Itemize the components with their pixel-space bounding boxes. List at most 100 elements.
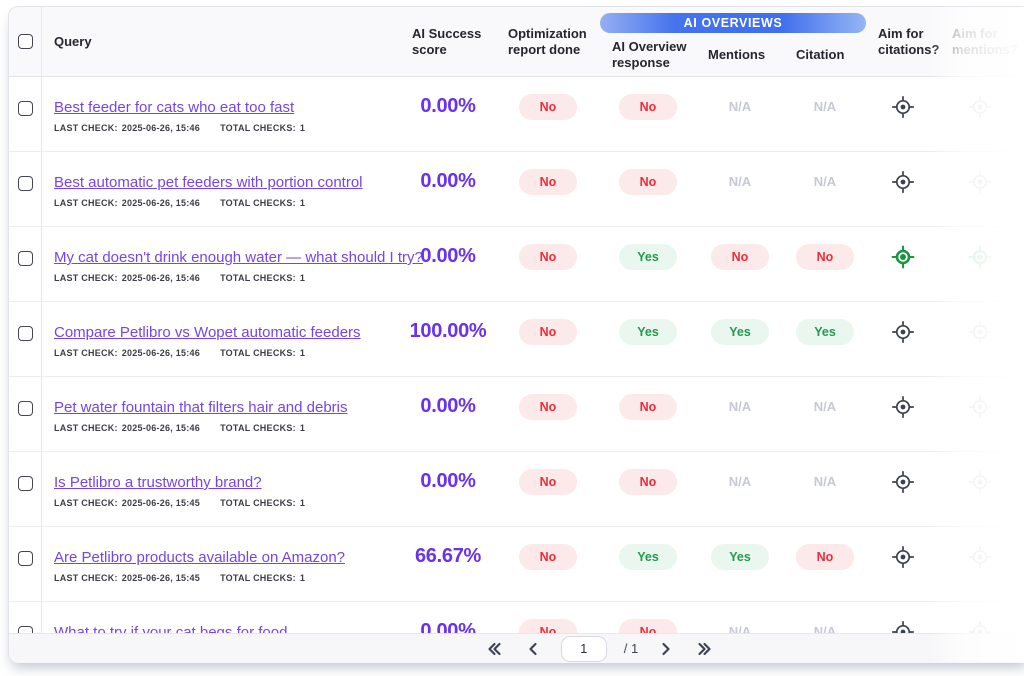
total-checks-label: TOTAL CHECKS:: [220, 198, 296, 208]
aim-citations-target-icon[interactable]: [891, 320, 915, 344]
query-link[interactable]: Are Petlibro products available on Amazo…: [54, 549, 346, 566]
score-value: 0.00%: [420, 170, 476, 192]
aim-citations-target-icon[interactable]: [891, 395, 915, 419]
aio-response-badge: No: [619, 94, 677, 120]
mentions-badge: Yes: [711, 544, 769, 570]
aim-mentions-cell: [940, 77, 1020, 151]
header-report-label: Optimization report done: [508, 25, 587, 57]
select-all-checkbox[interactable]: [17, 34, 33, 49]
mentions-badge: N/A: [728, 474, 752, 489]
page-number-input[interactable]: [560, 635, 607, 662]
row-checkbox[interactable]: [17, 101, 33, 116]
score-value: 0.00%: [420, 395, 476, 417]
total-checks-label: TOTAL CHECKS:: [220, 273, 296, 283]
aim-citations-target-icon[interactable]: [891, 245, 915, 269]
score-value: 0.00%: [420, 245, 476, 267]
row-checkbox-cell: [9, 527, 42, 601]
chevrons-left-icon[interactable]: [483, 639, 505, 659]
mentions-badge: N/A: [728, 174, 752, 189]
row-checkbox[interactable]: [17, 551, 33, 566]
aim-citations-target-icon[interactable]: [891, 95, 915, 119]
aio-response-badge: Yes: [619, 544, 677, 570]
score-value: 0.00%: [420, 620, 476, 633]
row-checkbox[interactable]: [17, 476, 33, 491]
header-checkbox-cell: [9, 7, 42, 76]
query-link[interactable]: Pet water fountain that filters hair and…: [54, 399, 348, 416]
aim-citations-target-icon[interactable]: [891, 620, 915, 633]
aim-citations-cell: [866, 377, 940, 451]
aio-response-cell: Yes: [600, 302, 696, 376]
chevrons-right-icon[interactable]: [694, 639, 716, 659]
query-cell: Is Petlibro a trustworthy brand? LAST CH…: [42, 452, 400, 526]
query-cell: Pet water fountain that filters hair and…: [42, 377, 400, 451]
query-link[interactable]: What to try if your cat begs for food: [54, 624, 288, 633]
citation-badge: Yes: [796, 319, 854, 345]
header-aim-for-citations: Aim for citations?: [866, 7, 940, 76]
score-cell: 0.00%: [400, 377, 496, 451]
row-checkbox[interactable]: [17, 626, 33, 633]
query-meta: LAST CHECK: 2025-06-26, 15:45 TOTAL CHEC…: [54, 573, 305, 583]
query-cell: Best feeder for cats who eat too fast LA…: [42, 77, 400, 151]
aim-mentions-target-icon[interactable]: [968, 545, 992, 569]
last-check-value: 2025-06-26, 15:45: [121, 498, 201, 508]
aim-citations-cell: [866, 602, 940, 633]
aim-mentions-target-icon[interactable]: [968, 245, 992, 269]
aim-mentions-target-icon[interactable]: [968, 170, 992, 194]
score-cell: 0.00%: [400, 602, 496, 633]
aio-response-badge: No: [619, 619, 677, 633]
report-badge: No: [519, 169, 577, 195]
chevron-right-icon[interactable]: [655, 639, 677, 659]
mentions-cell: No: [696, 227, 784, 301]
pagination-bar: / 1: [9, 633, 1024, 663]
citation-badge: N/A: [813, 474, 837, 489]
mentions-badge: Yes: [711, 319, 769, 345]
last-check-label: LAST CHECK:: [54, 498, 118, 508]
row-checkbox[interactable]: [17, 326, 33, 341]
row-checkbox[interactable]: [17, 401, 33, 416]
aim-citations-cell: [866, 527, 940, 601]
score-cell: 0.00%: [400, 227, 496, 301]
aim-mentions-target-icon[interactable]: [968, 395, 992, 419]
query-cell: Compare Petlibro vs Wopet automatic feed…: [42, 302, 400, 376]
citation-badge: N/A: [813, 174, 837, 189]
aim-citations-target-icon[interactable]: [891, 545, 915, 569]
row-checkbox[interactable]: [17, 176, 33, 191]
citation-cell: N/A: [784, 602, 866, 633]
mentions-badge: N/A: [728, 399, 752, 414]
table-row: Pet water fountain that filters hair and…: [9, 377, 1024, 452]
mentions-badge: N/A: [728, 99, 752, 114]
aim-citations-target-icon[interactable]: [891, 170, 915, 194]
citation-cell: N/A: [784, 377, 866, 451]
header-optimization-report: Optimization report done: [496, 7, 600, 76]
total-checks-label: TOTAL CHECKS:: [220, 348, 296, 358]
aio-response-badge: Yes: [619, 319, 677, 345]
score-value: 66.67%: [414, 545, 482, 567]
aim-citations-target-icon[interactable]: [891, 470, 915, 494]
query-link[interactable]: Is Petlibro a trustworthy brand?: [54, 474, 262, 491]
row-checkbox-cell: [9, 377, 42, 451]
query-link[interactable]: My cat doesn't drink enough water — what…: [54, 249, 423, 266]
query-meta: LAST CHECK: 2025-06-26, 15:45 TOTAL CHEC…: [54, 498, 305, 508]
query-link[interactable]: Best automatic pet feeders with portion …: [54, 174, 363, 191]
report-done-cell: No: [496, 452, 600, 526]
aim-mentions-target-icon[interactable]: [968, 95, 992, 119]
aim-mentions-target-icon[interactable]: [968, 470, 992, 494]
row-checkbox-cell: [9, 602, 42, 633]
chevron-left-icon[interactable]: [522, 639, 544, 659]
aim-citations-cell: [866, 452, 940, 526]
row-checkbox-cell: [9, 452, 42, 526]
report-badge: No: [519, 469, 577, 495]
mentions-cell: N/A: [696, 452, 784, 526]
row-checkbox[interactable]: [17, 251, 33, 266]
aim-mentions-cell: [940, 227, 1020, 301]
total-checks-label: TOTAL CHECKS:: [220, 573, 296, 583]
query-link[interactable]: Compare Petlibro vs Wopet automatic feed…: [54, 324, 361, 341]
query-link[interactable]: Best feeder for cats who eat too fast: [54, 99, 295, 116]
aim-mentions-target-icon[interactable]: [968, 320, 992, 344]
last-check-value: 2025-06-26, 15:46: [121, 348, 201, 358]
score-cell: 0.00%: [400, 452, 496, 526]
table-row: Is Petlibro a trustworthy brand? LAST CH…: [9, 452, 1024, 527]
citation-cell: No: [784, 227, 866, 301]
aim-mentions-cell: [940, 302, 1020, 376]
aim-mentions-target-icon[interactable]: [968, 620, 992, 633]
